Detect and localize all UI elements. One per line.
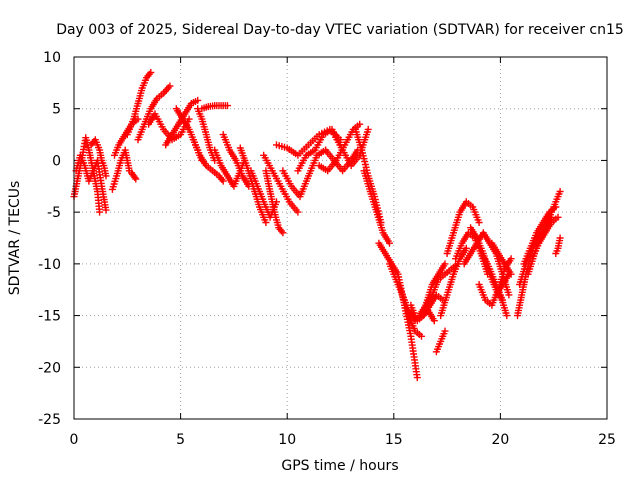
y-tick-labels: -25 -20 -15 -10 -5 0 5 10 bbox=[38, 50, 61, 428]
data-point bbox=[224, 102, 231, 110]
data-point bbox=[294, 208, 302, 216]
x-tick-label: 5 bbox=[176, 432, 185, 448]
data-point bbox=[556, 188, 564, 195]
data-point bbox=[441, 327, 449, 335]
data-point bbox=[279, 229, 287, 237]
x-tick-labels: 0 5 10 15 20 25 bbox=[70, 432, 616, 448]
series-arc-35 bbox=[432, 327, 449, 356]
data-point bbox=[132, 175, 140, 183]
axis-ticks bbox=[73, 56, 608, 420]
data-point bbox=[441, 260, 449, 268]
y-tick-label: -15 bbox=[38, 309, 61, 325]
series-arc-43 bbox=[488, 239, 515, 278]
data-point bbox=[185, 115, 193, 123]
plot-frame bbox=[73, 56, 608, 420]
data-point bbox=[386, 239, 393, 247]
x-axis-label: GPS time / hours bbox=[281, 458, 398, 474]
data-point bbox=[102, 172, 110, 180]
y-tick-label: -10 bbox=[38, 257, 61, 273]
series-arc-17 bbox=[236, 144, 270, 226]
x-tick-label: 15 bbox=[385, 432, 403, 448]
y-tick-label: -5 bbox=[47, 205, 61, 221]
series-arc-50 bbox=[552, 234, 564, 257]
data-point bbox=[96, 208, 104, 216]
series-arc-08 bbox=[134, 82, 174, 144]
series-arc-44 bbox=[492, 270, 513, 299]
data-point bbox=[556, 234, 564, 242]
y-tick-label: -25 bbox=[38, 412, 61, 428]
series-arc-09 bbox=[145, 110, 193, 144]
data-point bbox=[364, 125, 372, 133]
data-point bbox=[102, 206, 110, 214]
data-point-fill bbox=[131, 174, 139, 181]
series-arc-03 bbox=[87, 136, 110, 180]
series-arc-14 bbox=[189, 136, 227, 185]
y-tick-label: 10 bbox=[43, 50, 61, 66]
series-arc-04 bbox=[108, 146, 133, 193]
x-tick-label: 25 bbox=[598, 432, 616, 448]
data-point bbox=[194, 96, 202, 104]
y-axis-label: SDTVAR / TECUs bbox=[7, 181, 23, 296]
series-arc-28 bbox=[360, 167, 393, 247]
series-arc-15 bbox=[211, 146, 249, 190]
y-tick-label: 5 bbox=[52, 102, 61, 118]
data-point bbox=[418, 332, 425, 340]
data-point bbox=[219, 177, 227, 185]
data-point bbox=[413, 374, 421, 382]
series-arc-36 bbox=[437, 244, 470, 320]
data-points bbox=[70, 69, 564, 382]
data-point bbox=[430, 317, 438, 325]
series-arc-16 bbox=[219, 131, 253, 190]
series-arc-19 bbox=[262, 167, 287, 237]
grid-lines bbox=[74, 57, 607, 419]
data-point bbox=[554, 213, 562, 221]
series-arc-22 bbox=[279, 146, 330, 201]
x-tick-label: 10 bbox=[278, 432, 296, 448]
data-point bbox=[505, 291, 513, 299]
data-point bbox=[462, 244, 470, 252]
data-point bbox=[503, 312, 511, 320]
data-point bbox=[507, 255, 515, 263]
series-arc-49 bbox=[528, 213, 562, 263]
data-point bbox=[166, 82, 174, 90]
series-arc-37 bbox=[443, 198, 483, 257]
series-arc-20 bbox=[260, 151, 302, 216]
x-tick-label: 0 bbox=[70, 432, 79, 448]
data-point bbox=[262, 219, 270, 226]
y-tick-label: -20 bbox=[38, 360, 61, 376]
x-tick-label: 20 bbox=[491, 432, 509, 448]
chart-title: Day 003 of 2025, Sidereal Day-to-day VTE… bbox=[56, 22, 624, 38]
series-arc-06 bbox=[128, 169, 140, 183]
data-point bbox=[147, 69, 155, 76]
data-point bbox=[505, 270, 513, 278]
data-point bbox=[356, 120, 364, 128]
series-arc-10 bbox=[162, 96, 202, 149]
data-point bbox=[475, 219, 483, 226]
series-arc-07 bbox=[123, 69, 155, 139]
series-arc-02 bbox=[72, 151, 110, 214]
series-arc-13 bbox=[198, 102, 231, 113]
y-tick-label: 0 bbox=[52, 153, 61, 169]
